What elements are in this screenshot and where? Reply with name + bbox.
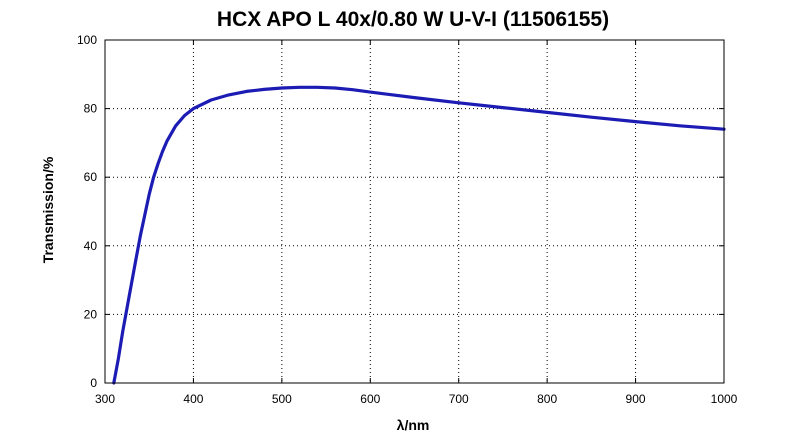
chart-title: HCX APO L 40x/0.80 W U-V-I (11506155) <box>217 8 609 31</box>
y-tick-label: 20 <box>84 307 98 321</box>
x-tick-label: 300 <box>95 392 115 406</box>
ticks: 300 400 500 600 700 800 900 1000 0 20 40 60 80 100 <box>77 33 738 406</box>
y-tick-label: 80 <box>84 102 98 116</box>
x-tick-label: 600 <box>360 392 380 406</box>
x-tick-label: 500 <box>272 392 292 406</box>
y-tick-label: 40 <box>84 239 98 253</box>
grid <box>105 40 724 383</box>
y-axis-label: Transmission/% <box>40 156 56 263</box>
x-tick-label: 900 <box>626 392 646 406</box>
x-axis-label: λ/nm <box>397 417 430 433</box>
x-tick-label: 800 <box>537 392 557 406</box>
plot-frame <box>104 39 725 384</box>
series-layer <box>112 85 726 385</box>
y-tick-label: 0 <box>90 376 97 390</box>
x-tick-label: 700 <box>449 392 469 406</box>
transmission-curve <box>112 85 726 385</box>
y-tick-label: 100 <box>77 33 97 47</box>
x-tick-label: 1000 <box>711 392 738 406</box>
x-tick-label: 400 <box>183 392 203 406</box>
y-tick-label: 60 <box>84 170 98 184</box>
